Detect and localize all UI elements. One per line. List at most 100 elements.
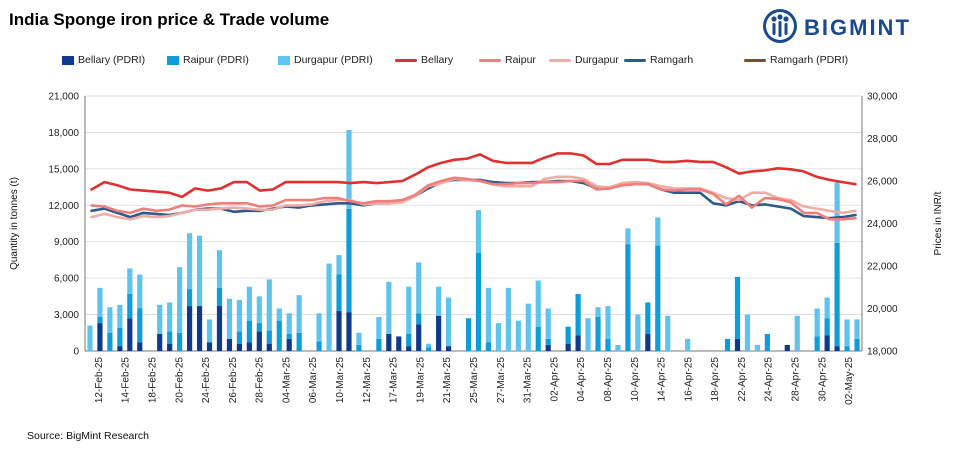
legend-label: Raipur (PDRI) bbox=[183, 54, 249, 66]
bar-bellary-pdri bbox=[784, 344, 790, 351]
bar-durgapur-pdri bbox=[167, 302, 173, 332]
bar-raipur-pdri bbox=[127, 293, 133, 319]
bar-bellary-pdri bbox=[286, 338, 292, 351]
bar-bellary-pdri bbox=[206, 342, 213, 351]
x-tick-label: 22-Apr-25 bbox=[737, 357, 748, 402]
y-tick-label: 18,000 bbox=[48, 128, 79, 139]
y2-tick-label: 20,000 bbox=[867, 304, 898, 315]
bar-durgapur-pdri bbox=[824, 297, 830, 319]
bar-durgapur-pdri bbox=[177, 267, 183, 333]
bar-raipur-pdri bbox=[177, 332, 183, 351]
source-note: Source: BigMint Research bbox=[27, 430, 149, 442]
bar-durgapur-pdri bbox=[107, 307, 113, 333]
bar-bellary-pdri bbox=[336, 310, 342, 351]
bar-bellary-pdri bbox=[406, 346, 412, 351]
legend-label: Raipur bbox=[505, 54, 536, 66]
bar-durgapur-pdri bbox=[525, 303, 531, 351]
legend-swatch-line bbox=[479, 59, 501, 62]
bar-raipur-pdri bbox=[535, 326, 541, 351]
bar-bellary-pdri bbox=[246, 342, 252, 351]
y-tick-label: 6,000 bbox=[54, 274, 79, 285]
legend-label: Durgapur (PDRI) bbox=[294, 54, 373, 66]
x-tick-label: 28-Apr-25 bbox=[791, 357, 802, 402]
bar-raipur-pdri bbox=[246, 320, 252, 343]
bar-raipur-pdri bbox=[734, 276, 741, 339]
bar-durgapur-pdri bbox=[137, 274, 143, 309]
bar-durgapur-pdri bbox=[286, 313, 292, 334]
bar-durgapur-pdri bbox=[744, 314, 751, 351]
bar-durgapur-pdri bbox=[625, 228, 631, 245]
bar-raipur-pdri bbox=[834, 242, 840, 347]
bar-bellary-pdri bbox=[266, 343, 272, 351]
y-tick-label: 21,000 bbox=[48, 92, 79, 103]
bar-raipur-pdri bbox=[416, 313, 422, 325]
bar-durgapur-pdri bbox=[495, 323, 501, 351]
bar-durgapur-pdri bbox=[127, 268, 133, 294]
bar-bellary-pdri bbox=[824, 335, 830, 351]
legend-label: Durgapur bbox=[575, 54, 619, 66]
bar-raipur-pdri bbox=[565, 326, 571, 344]
legend-swatch-line bbox=[549, 59, 571, 62]
bar-durgapur-pdri bbox=[187, 233, 193, 290]
x-tick-label: 26-Feb-25 bbox=[228, 357, 239, 404]
bar-raipur-pdri bbox=[485, 342, 492, 351]
bar-durgapur-pdri bbox=[256, 296, 262, 324]
bar-durgapur-pdri bbox=[505, 287, 511, 351]
x-tick-label: 19-Mar-25 bbox=[415, 357, 426, 404]
bar-durgapur-pdri bbox=[685, 338, 691, 351]
bar-raipur-pdri bbox=[376, 338, 382, 351]
bar-raipur-pdri bbox=[655, 245, 661, 351]
bar-raipur-pdri bbox=[854, 338, 860, 351]
x-tick-label: 04-Mar-25 bbox=[281, 357, 292, 404]
x-tick-label: 21-Mar-25 bbox=[442, 357, 453, 404]
bar-durgapur-pdri bbox=[615, 344, 621, 351]
bar-raipur-pdri bbox=[575, 293, 581, 336]
x-tick-label: 14-Apr-25 bbox=[657, 357, 668, 402]
bar-bellary-pdri bbox=[137, 342, 143, 351]
bar-bellary-pdri bbox=[256, 331, 262, 351]
bar-durgapur-pdri bbox=[386, 281, 392, 334]
legend-label: Ramgarh bbox=[650, 54, 694, 66]
bar-durgapur-pdri bbox=[356, 332, 362, 345]
bar-durgapur-pdri bbox=[605, 306, 611, 339]
bar-bellary-pdri bbox=[545, 344, 551, 351]
chart-legend: Bellary (PDRI) Raipur (PDRI) Durgapur (PDR… bbox=[62, 54, 952, 70]
bar-raipur-pdri bbox=[117, 327, 123, 347]
bar-bellary-pdri bbox=[236, 343, 242, 351]
bar-durgapur-pdri bbox=[416, 262, 422, 314]
bar-raipur-pdri bbox=[187, 289, 193, 307]
x-tick-label: 10-Mar-25 bbox=[335, 357, 346, 404]
bar-durgapur-pdri bbox=[844, 319, 850, 347]
bar-durgapur-pdri bbox=[545, 308, 551, 339]
bar-raipur-pdri bbox=[296, 332, 302, 351]
x-tick-label: 18-Apr-25 bbox=[710, 357, 721, 402]
x-tick-label: 02-Apr-25 bbox=[549, 357, 560, 402]
bar-raipur-pdri bbox=[605, 338, 611, 351]
y-tick-label: 15,000 bbox=[48, 164, 79, 175]
bar-bellary-pdri bbox=[436, 315, 442, 351]
bar-raipur-pdri bbox=[316, 341, 322, 351]
bar-raipur-pdri bbox=[167, 331, 173, 344]
bar-durgapur-pdri bbox=[336, 255, 342, 275]
bar-raipur-pdri bbox=[645, 302, 651, 334]
bar-durgapur-pdri bbox=[157, 304, 163, 334]
bar-durgapur-pdri bbox=[226, 298, 233, 339]
x-tick-label: 12-Feb-25 bbox=[94, 357, 105, 404]
bar-durgapur-pdri bbox=[446, 297, 452, 347]
bar-raipur-pdri bbox=[256, 323, 262, 332]
bigmint-logo-icon bbox=[763, 9, 797, 43]
legend-swatch-box bbox=[167, 56, 179, 65]
bar-durgapur-pdri bbox=[515, 320, 521, 351]
bar-raipur-pdri bbox=[625, 244, 631, 351]
bar-durgapur-pdri bbox=[585, 318, 591, 351]
bar-bellary-pdri bbox=[834, 346, 840, 351]
bar-raipur-pdri bbox=[724, 338, 731, 351]
bar-raipur-pdri bbox=[475, 252, 482, 351]
bar-durgapur-pdri bbox=[436, 286, 442, 316]
bar-durgapur-pdri bbox=[326, 263, 332, 351]
bar-durgapur-pdri bbox=[346, 130, 352, 209]
x-tick-label: 12-Mar-25 bbox=[362, 357, 373, 404]
legend-swatch-line bbox=[744, 59, 766, 62]
bar-durgapur-pdri bbox=[406, 286, 412, 334]
legend-swatch-line bbox=[395, 59, 417, 62]
